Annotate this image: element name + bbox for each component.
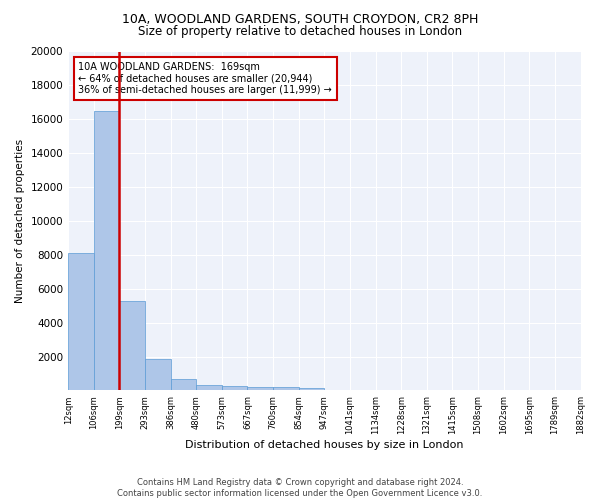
Bar — [222, 386, 247, 390]
Bar — [94, 111, 119, 390]
Bar — [273, 388, 299, 390]
Bar — [247, 387, 273, 390]
Bar — [299, 388, 325, 390]
Bar — [68, 253, 94, 390]
Bar — [196, 384, 222, 390]
Bar — [145, 359, 170, 390]
X-axis label: Distribution of detached houses by size in London: Distribution of detached houses by size … — [185, 440, 464, 450]
Text: Size of property relative to detached houses in London: Size of property relative to detached ho… — [138, 25, 462, 38]
Text: 10A, WOODLAND GARDENS, SOUTH CROYDON, CR2 8PH: 10A, WOODLAND GARDENS, SOUTH CROYDON, CR… — [122, 12, 478, 26]
Bar — [170, 378, 196, 390]
Bar — [119, 300, 145, 390]
Text: Contains HM Land Registry data © Crown copyright and database right 2024.
Contai: Contains HM Land Registry data © Crown c… — [118, 478, 482, 498]
Text: 10A WOODLAND GARDENS:  169sqm
← 64% of detached houses are smaller (20,944)
36% : 10A WOODLAND GARDENS: 169sqm ← 64% of de… — [79, 62, 332, 95]
Y-axis label: Number of detached properties: Number of detached properties — [15, 139, 25, 303]
